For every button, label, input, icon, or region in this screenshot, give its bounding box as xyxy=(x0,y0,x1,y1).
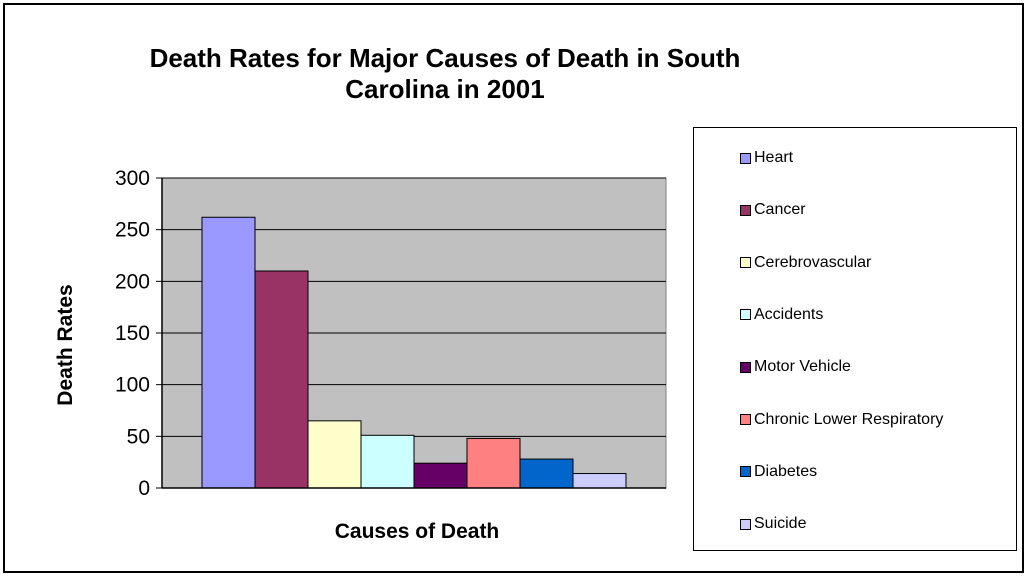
bars xyxy=(201,216,627,489)
legend-swatch xyxy=(740,361,751,373)
legend-swatch xyxy=(740,152,751,164)
legend: Heart Cancer Cerebrovascular Accidents Motor… xyxy=(693,127,1017,551)
legend-swatch xyxy=(740,466,751,478)
legend-item: Chronic Lower Respiratory xyxy=(740,410,943,430)
legend-label: Motor Vehicle xyxy=(754,358,851,376)
y-tick-label: 200 xyxy=(115,270,150,293)
legend-swatch xyxy=(740,257,751,269)
legend-label: Chronic Lower Respiratory xyxy=(754,410,944,428)
legend-label: Heart xyxy=(754,149,794,166)
y-axis-title: Death Rates xyxy=(54,284,77,405)
legend-item: Heart xyxy=(740,148,793,168)
x-axis-title: Causes of Death xyxy=(335,520,500,543)
y-tick-labels: 0 50 100 150 200 250 300 xyxy=(115,167,162,500)
y-tick-label: 50 xyxy=(127,425,150,448)
bar-cancer xyxy=(254,270,309,489)
legend-label: Suicide xyxy=(754,515,807,533)
legend-label: Cancer xyxy=(754,201,806,219)
bar-heart xyxy=(201,216,256,489)
legend-swatch xyxy=(740,518,751,530)
legend-label: Cerebrovascular xyxy=(754,253,872,271)
legend-item: Cancer xyxy=(740,200,806,220)
chart-plot: 0 50 100 150 200 250 300 Causes of Death Death… xyxy=(54,167,667,543)
y-tick-label: 0 xyxy=(138,477,150,500)
legend-swatch xyxy=(740,204,751,216)
bar-diabetes xyxy=(519,458,574,489)
legend-item: Suicide xyxy=(740,514,806,534)
legend-label: Diabetes xyxy=(754,462,818,480)
legend-item: Diabetes xyxy=(740,462,817,482)
y-tick-label: 150 xyxy=(115,322,150,345)
y-tick-label: 100 xyxy=(115,374,150,397)
legend-item: Accidents xyxy=(740,305,823,325)
bar-accidents xyxy=(360,434,415,489)
chart-frame: Death Rates for Major Causes of Death in… xyxy=(3,3,1024,573)
legend-item: Motor Vehicle xyxy=(740,357,851,377)
y-tick-label: 250 xyxy=(115,219,150,242)
chart-title: Death Rates for Major Causes of Death in… xyxy=(149,43,741,104)
legend-item: Cerebrovascular xyxy=(740,253,871,273)
bar-suicide xyxy=(572,473,627,489)
legend-swatch xyxy=(740,414,751,425)
bar-cerebrovascular xyxy=(307,420,362,489)
legend-label: Accidents xyxy=(754,305,824,323)
y-tick-label: 300 xyxy=(115,167,150,190)
bar-chronic-lower-respiratory xyxy=(466,437,521,489)
bar-motor-vehicle xyxy=(413,462,468,489)
legend-swatch xyxy=(740,309,751,321)
